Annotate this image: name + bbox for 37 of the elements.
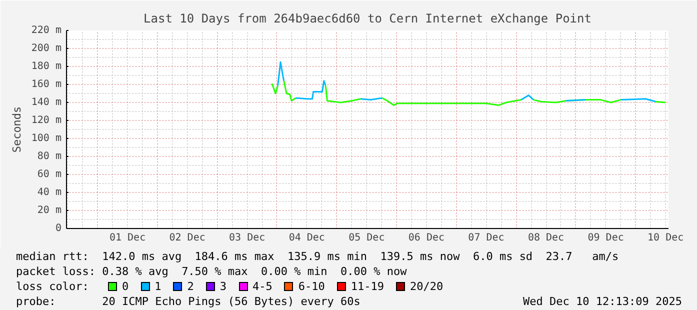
text: median rtt: 142.0 ms avg 184.6 ms max 135.9 ms min 139.5 ms now 6.0 ms sd 23.7 am/s [16,249,620,264]
text: Wed Dec 10 12:13:09 2025 [523,294,682,309]
x-tick-label: 06 Dec [408,232,445,244]
legend-label: 11-19 [350,280,384,293]
x-tick-label: 04 Dec [288,232,325,244]
x-tick-label: 05 Dec [348,232,385,244]
y-tick-label: 60 m [37,169,62,180]
y-tick-label: 20 m [37,205,62,216]
legend-label: 2 [187,280,194,293]
y-tick-label: 220 m [31,25,62,36]
x-tick-label: 08 Dec [528,232,564,244]
y-tick-label: 200 m [31,43,62,54]
y-tick-label: 40 m [37,187,62,198]
y-tick-label: 180 m [31,61,62,72]
y-axis-title: Seconds [10,106,24,153]
text: probe: 20 ICMP Echo Pings (56 Bytes) every 60s [16,295,360,308]
legend-label: 0 [122,280,129,293]
y-tick-label: 80 m [37,151,62,162]
legend-label: 6-10 [298,280,325,293]
y-tick-label: 0 [55,223,62,234]
x-tick-label: 03 Dec [229,232,266,244]
legend-label: 1 [154,280,162,293]
legend-label: 3 [220,280,226,293]
y-tick-label: 140 m [31,97,62,108]
text: packet loss: 0.38 % avg 7.50 % max 0.00 % min 0.00 % now [16,264,408,279]
x-tick-label: 02 Dec [169,232,206,244]
x-tick-label: 09 Dec [588,232,624,244]
y-tick-label: 100 m [31,133,62,144]
x-tick-label: 10 Dec [648,232,684,244]
y-tick-label: 160 m [31,79,62,90]
legend-label: 4-5 [252,280,272,293]
x-tick-label: 07 Dec [468,232,504,244]
chart-title: Last 10 Days from 264b9aec6d60 to Cern Internet eXchange Point [144,12,592,26]
legend-label: 20/20 [410,280,444,293]
legend-title: loss color: [16,279,90,294]
y-tick-label: 120 m [31,115,62,126]
x-tick-label: 01 Dec [109,232,146,244]
